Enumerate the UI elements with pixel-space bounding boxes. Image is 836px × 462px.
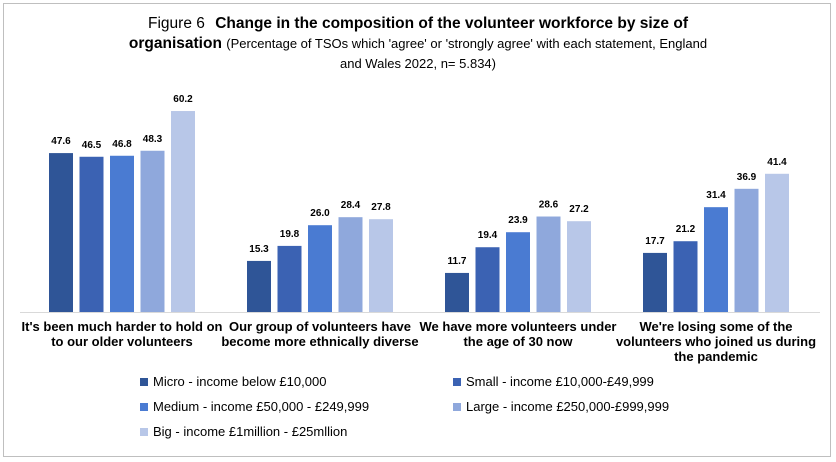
legend-swatch: [453, 377, 461, 386]
legend-swatch: [453, 402, 461, 411]
bar-4-series-1: [643, 252, 667, 312]
data-label-3-series-1: 11.7: [448, 256, 467, 267]
bar-4-series-4: [734, 188, 759, 312]
data-label-3-series-5: 27.2: [569, 204, 589, 215]
data-label-4-series-3: 31.4: [706, 190, 726, 201]
figure-label: Figure 6: [148, 15, 205, 32]
data-label-4-series-4: 36.9: [737, 172, 757, 183]
legend-label: Micro - income below £10,000: [153, 374, 327, 389]
chart-frame: [3, 3, 831, 457]
bar-3-series-3: [506, 232, 530, 312]
data-label-2-series-4: 28.4: [341, 200, 361, 211]
bar-2-series-3: [308, 225, 332, 312]
title-main-line1: Change in the composition of the volunte…: [215, 15, 688, 32]
bar-2-series-5: [369, 219, 393, 312]
legend-item-3: Medium - income £50,000 - £249,999: [140, 399, 369, 414]
legend-label: Small - income £10,000-£49,999: [466, 374, 654, 389]
data-label-1-series-5: 60.2: [173, 94, 193, 105]
data-label-3-series-3: 23.9: [508, 215, 528, 226]
title-main-line2: organisation: [128, 35, 222, 52]
bar-4-series-5: [765, 173, 789, 312]
data-label-3-series-2: 19.4: [478, 230, 498, 241]
bar-3-series-2: [475, 247, 500, 312]
bar-2-series-1: [247, 260, 271, 312]
category-label-2: Our group of volunteers have become more …: [221, 319, 418, 349]
legend-label: Medium - income £50,000 - £249,999: [153, 399, 370, 414]
legend-swatch: [140, 402, 148, 411]
bar-2-series-2: [277, 245, 302, 312]
data-label-4-series-5: 41.4: [767, 157, 787, 168]
data-label-2-series-3: 26.0: [310, 208, 330, 219]
category-label-4: We're losing some of the volunteers who j…: [616, 319, 816, 364]
legend-swatch: [140, 377, 148, 386]
legend-swatch: [140, 427, 148, 436]
legend-item-5: Big - income £1million - £25mllion: [140, 424, 347, 439]
data-label-1-series-4: 48.3: [143, 134, 163, 145]
data-label-1-series-1: 47.6: [51, 136, 71, 147]
legend-label: Big - income £1million - £25mllion: [153, 424, 348, 439]
bar-1-series-2: [79, 156, 104, 312]
bar-1-series-5: [171, 111, 195, 312]
legend-item-2: Small - income £10,000-£49,999: [453, 374, 654, 389]
bar-1-series-4: [140, 150, 165, 312]
bar-3-series-5: [567, 221, 591, 312]
category-label-3: We have more volunteers under the age of …: [420, 319, 617, 349]
bar-3-series-4: [536, 216, 561, 312]
legend-item-4: Large - income £250,000-£999,999: [453, 399, 669, 414]
title-sub-line1: (Percentage of TSOs which 'agree' or 'st…: [226, 36, 708, 51]
legend-item-1: Micro - income below £10,000: [140, 374, 326, 389]
bar-4-series-2: [673, 241, 698, 312]
data-label-1-series-3: 46.8: [112, 139, 132, 150]
bar-4-series-3: [704, 207, 728, 312]
chart-title: Figure 6 Change in the composition of th…: [0, 14, 836, 74]
bar-1-series-1: [49, 153, 73, 312]
legend-label: Large - income £250,000-£999,999: [466, 399, 670, 414]
bar-3-series-1: [445, 272, 469, 312]
bar-2-series-4: [338, 217, 363, 312]
data-label-3-series-4: 28.6: [539, 200, 559, 211]
bar-1-series-3: [110, 155, 134, 312]
data-label-1-series-2: 46.5: [82, 140, 102, 151]
data-label-2-series-2: 19.8: [280, 229, 300, 240]
data-label-4-series-2: 21.2: [676, 224, 696, 235]
data-label-4-series-1: 17.7: [645, 236, 665, 247]
category-label-1: It's been much harder to hold on to our o…: [22, 319, 223, 349]
title-sub-line2: and Wales 2022, n= 5.834): [340, 56, 496, 71]
data-label-2-series-5: 27.8: [371, 202, 391, 213]
data-label-2-series-1: 15.3: [249, 244, 269, 255]
